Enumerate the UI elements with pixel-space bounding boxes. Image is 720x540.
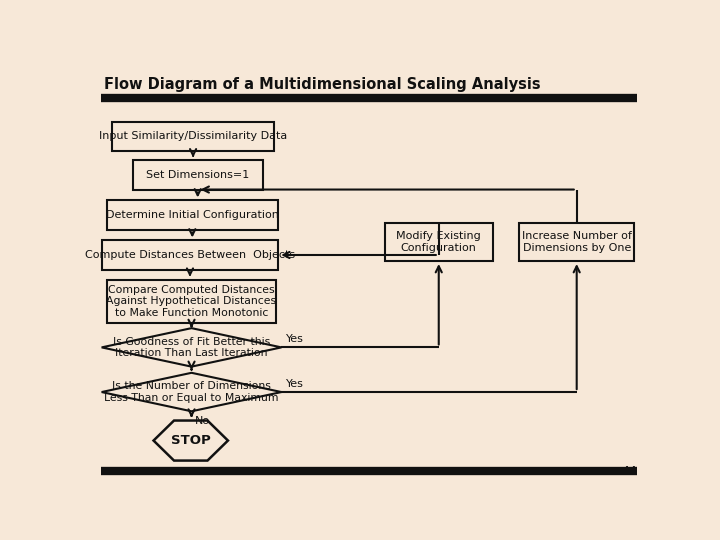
Text: Yes: Yes: [286, 379, 304, 389]
Polygon shape: [153, 421, 228, 461]
Text: 44: 44: [621, 464, 637, 477]
Text: No: No: [194, 416, 210, 426]
Text: Modify Existing
Configuration: Modify Existing Configuration: [397, 231, 481, 253]
Text: Input Similarity/Dissimilarity Data: Input Similarity/Dissimilarity Data: [99, 131, 287, 141]
Text: Is Goodness of Fit Better this
Iteration Than Last Iteration: Is Goodness of Fit Better this Iteration…: [113, 336, 270, 358]
Text: Compare Computed Distances
Against Hypothetical Distances
to Make Function Monot: Compare Computed Distances Against Hypot…: [107, 285, 276, 318]
FancyBboxPatch shape: [102, 240, 279, 269]
FancyBboxPatch shape: [107, 280, 276, 323]
FancyBboxPatch shape: [519, 222, 634, 261]
FancyBboxPatch shape: [132, 160, 263, 190]
Text: Determine Initial Configuration: Determine Initial Configuration: [106, 210, 279, 220]
Text: STOP: STOP: [171, 434, 211, 447]
Text: Is the Number of Dimensions
Less Than or Equal to Maximum: Is the Number of Dimensions Less Than or…: [104, 381, 279, 403]
Text: Compute Distances Between  Objects: Compute Distances Between Objects: [85, 250, 295, 260]
Text: Set Dimensions=1: Set Dimensions=1: [146, 170, 249, 180]
Text: Flow Diagram of a Multidimensional Scaling Analysis: Flow Diagram of a Multidimensional Scali…: [104, 77, 541, 92]
FancyBboxPatch shape: [107, 200, 277, 230]
Polygon shape: [102, 373, 282, 411]
FancyBboxPatch shape: [384, 222, 493, 261]
FancyBboxPatch shape: [112, 122, 274, 151]
Text: Yes: Yes: [286, 334, 304, 345]
Polygon shape: [102, 328, 282, 367]
Text: Increase Number of
Dimensions by One: Increase Number of Dimensions by One: [522, 231, 631, 253]
